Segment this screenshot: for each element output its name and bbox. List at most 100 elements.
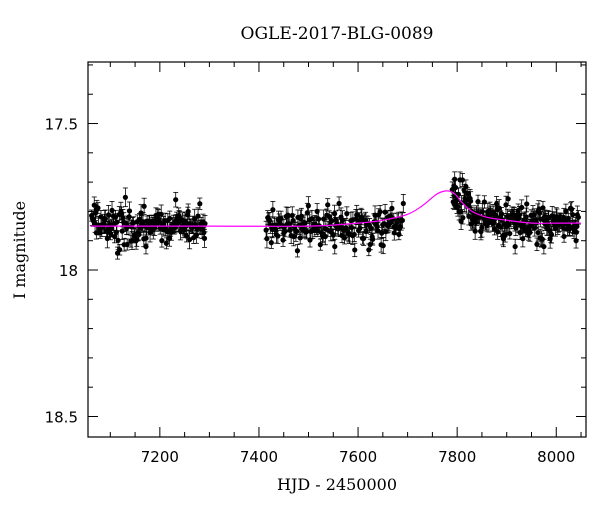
data-point [507, 230, 513, 237]
data-point [102, 216, 108, 222]
data-point [520, 236, 526, 242]
data-point [107, 231, 114, 237]
y-axis-label: I magnitude [10, 201, 29, 299]
data-point [388, 219, 394, 226]
y-tick-label: 18 [59, 262, 78, 280]
data-point [573, 238, 579, 244]
data-point [503, 202, 509, 208]
data-point [91, 202, 97, 208]
data-point [344, 211, 350, 217]
data-point [467, 198, 474, 204]
data-point [458, 209, 464, 215]
data-point [532, 225, 538, 231]
data-point [280, 237, 286, 243]
data-point [533, 220, 540, 226]
data-point [460, 215, 466, 221]
data-point [158, 211, 164, 217]
data-point [105, 212, 112, 218]
data-point [354, 212, 360, 218]
data-point [332, 211, 338, 217]
data-point [473, 219, 479, 225]
data-point [304, 228, 310, 234]
data-point [574, 223, 580, 229]
data-point [502, 232, 508, 238]
data-point [317, 242, 323, 248]
data-point [329, 218, 335, 224]
data-point [341, 235, 348, 241]
data-point [136, 232, 142, 238]
data-point [370, 236, 376, 242]
data-point [389, 205, 395, 211]
data-point [517, 229, 523, 236]
data-point [496, 205, 502, 211]
data-point [516, 212, 523, 218]
x-tick-label: 8000 [537, 448, 575, 466]
data-point [183, 233, 190, 239]
data-point [478, 229, 484, 235]
data-point [463, 183, 469, 190]
data-point [383, 229, 389, 235]
data-point [560, 224, 566, 231]
data-point [115, 237, 121, 244]
model-curve [90, 190, 581, 227]
data-point [322, 233, 328, 240]
data-point [357, 225, 363, 231]
data-point [513, 225, 519, 231]
data-point [122, 194, 128, 200]
data-point [547, 236, 553, 242]
data-point [263, 227, 269, 233]
data-point [141, 203, 147, 209]
chart-title: OGLE-2017-BLG-0089 [241, 24, 434, 44]
data-point [524, 201, 530, 207]
data-point [570, 211, 576, 218]
data-point [520, 224, 526, 230]
data-point [201, 235, 208, 241]
data-point [140, 219, 146, 225]
data-point [267, 218, 273, 224]
data-point [575, 214, 581, 220]
data-point [129, 237, 135, 244]
data-point [294, 228, 300, 234]
axis-ticks [88, 62, 586, 437]
data-points [89, 176, 581, 256]
data-point [268, 240, 274, 246]
data-point [202, 221, 208, 227]
data-point [108, 225, 115, 232]
data-point [466, 202, 472, 208]
data-point [124, 241, 130, 248]
data-point [363, 228, 369, 234]
data-point [138, 210, 144, 216]
data-point [465, 190, 471, 197]
data-point [481, 199, 487, 205]
x-tick-label: 7600 [339, 448, 377, 466]
data-point [309, 216, 315, 222]
data-point [527, 229, 533, 236]
data-point [126, 208, 133, 214]
data-point [314, 208, 320, 214]
data-point [98, 214, 104, 220]
data-point [515, 208, 521, 214]
data-point [168, 229, 175, 235]
data-point [305, 203, 311, 209]
x-axis-label: HJD - 2450000 [277, 475, 397, 494]
data-point [361, 235, 367, 242]
data-point [536, 210, 543, 216]
data-point [498, 224, 504, 230]
data-point [573, 229, 579, 235]
data-point [569, 206, 575, 212]
data-point [332, 243, 338, 250]
x-tick-label: 7200 [141, 448, 179, 466]
data-point [290, 217, 296, 224]
data-point [287, 221, 293, 227]
data-point [534, 241, 540, 247]
data-point [111, 233, 118, 240]
data-point [289, 212, 295, 219]
data-point [479, 224, 485, 231]
data-point [330, 232, 336, 238]
data-point [400, 200, 406, 207]
data-point [109, 207, 115, 213]
data-point [197, 201, 203, 207]
data-point [193, 232, 199, 238]
data-point [119, 228, 125, 234]
